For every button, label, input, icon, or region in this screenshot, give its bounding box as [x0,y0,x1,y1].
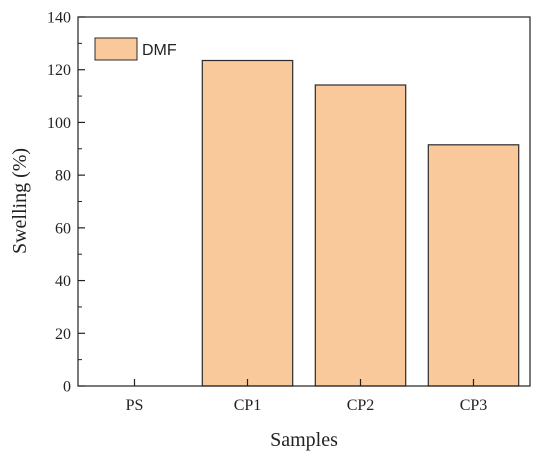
bar-cp2 [314,84,407,387]
y-axis: 0 20 40 60 80 100 120 140 [47,10,85,396]
y-tick-label: 40 [55,273,71,290]
x-axis-title: Samples [270,429,338,451]
bar-cp3 [427,144,520,387]
legend-label: DMF [142,42,177,59]
x-tick-label-cp3: CP3 [460,397,488,414]
x-axis: PS CP1 CP2 CP3 [126,379,488,414]
y-tick-label: 0 [63,379,71,396]
legend-swatch [94,37,138,61]
y-tick-label: 80 [55,168,71,185]
bar-cp1 [201,59,294,387]
x-tick-label-ps: PS [126,397,144,414]
x-tick-label-cp1: CP1 [234,397,262,414]
y-tick-label: 20 [55,326,71,343]
legend: DMF [94,37,177,61]
bars-layer [201,59,520,387]
y-tick-label: 120 [47,62,71,79]
y-tick-label: 100 [47,115,71,132]
y-tick-label: 60 [55,220,71,237]
x-tick-label-cp2: CP2 [347,397,375,414]
y-tick-label: 140 [47,10,71,27]
y-axis-title: Swelling (%) [9,148,31,254]
